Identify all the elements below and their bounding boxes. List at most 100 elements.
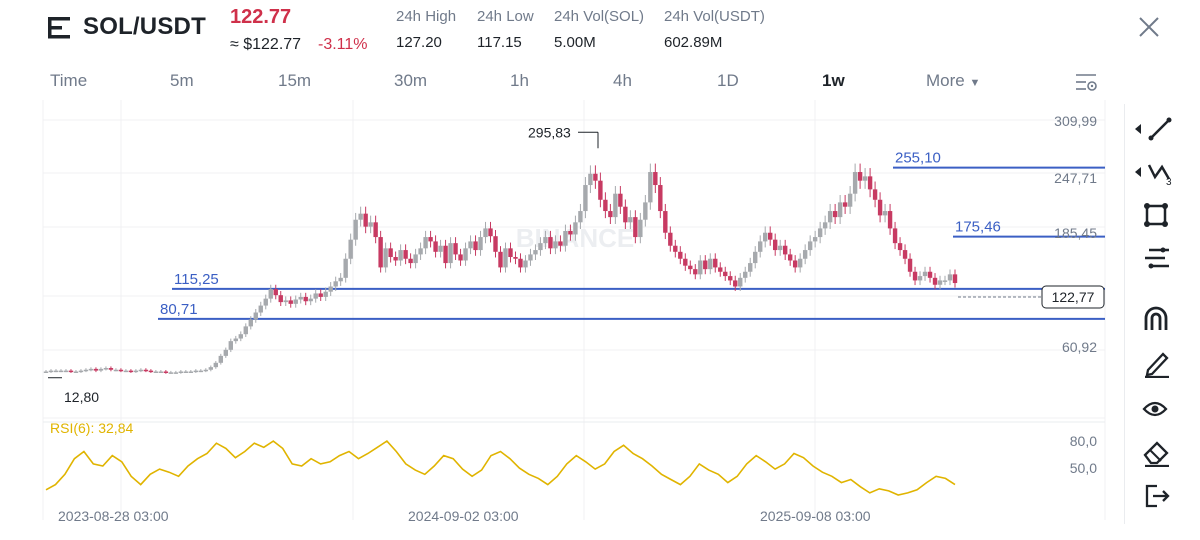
multi-line-tool[interactable]: 3 xyxy=(1135,157,1175,187)
candle xyxy=(952,269,958,288)
exit-tool[interactable] xyxy=(1135,481,1175,511)
sr-line-label: 175,46 xyxy=(955,219,1001,236)
tab-1w[interactable]: 1w xyxy=(822,71,845,90)
candle xyxy=(837,194,843,224)
menu-icon[interactable] xyxy=(48,17,72,39)
candle xyxy=(812,230,818,248)
y-axis-label: 60,92 xyxy=(1062,339,1097,355)
candle-body xyxy=(238,334,243,339)
candle xyxy=(857,163,863,189)
candle xyxy=(523,255,528,273)
candle xyxy=(658,177,663,219)
pencil-tool[interactable] xyxy=(1135,348,1175,378)
tab-1d[interactable]: 1D xyxy=(717,71,739,90)
tab-15m[interactable]: 15m xyxy=(278,71,312,90)
candle xyxy=(353,212,358,246)
candle-body xyxy=(68,370,74,373)
candle xyxy=(348,233,353,265)
stat-value: 117.15 xyxy=(477,34,522,51)
candle xyxy=(148,369,154,373)
candle-body xyxy=(88,368,94,371)
tab-5m[interactable]: 5m xyxy=(170,71,194,90)
candle-body xyxy=(93,368,99,371)
close-icon[interactable] xyxy=(1138,16,1160,38)
candle xyxy=(403,244,408,265)
candle-body xyxy=(912,271,918,281)
candle xyxy=(713,253,718,273)
candle-body xyxy=(443,245,448,264)
candle-body xyxy=(822,222,828,229)
candle xyxy=(53,369,59,373)
candle xyxy=(248,316,253,330)
candle-body xyxy=(383,248,388,268)
candle xyxy=(493,229,498,258)
candle-body xyxy=(158,371,164,373)
candle-body xyxy=(188,371,194,373)
stat-label: 24h High xyxy=(396,8,457,25)
candle xyxy=(378,230,383,273)
candle-body xyxy=(133,370,139,373)
candle xyxy=(897,237,903,256)
candle-body xyxy=(927,271,933,278)
candle-body xyxy=(723,271,728,277)
stat-value: 602.89M xyxy=(664,34,723,51)
candle xyxy=(573,215,578,241)
tab-more[interactable]: More ▼ xyxy=(926,71,980,91)
candle xyxy=(468,235,473,255)
settings-icon[interactable] xyxy=(1074,71,1098,93)
candle-body xyxy=(827,211,833,223)
candle xyxy=(293,295,298,308)
line-tool[interactable] xyxy=(1135,114,1175,144)
candle xyxy=(588,165,593,194)
candle-body xyxy=(333,281,338,287)
candle xyxy=(613,186,618,224)
pair-title[interactable]: SOL/USDT xyxy=(83,13,206,40)
visibility-tool[interactable] xyxy=(1135,394,1175,424)
fib-tool[interactable] xyxy=(1135,244,1175,274)
candle-body xyxy=(787,254,793,261)
candle xyxy=(478,230,483,256)
candle xyxy=(822,215,828,235)
candle xyxy=(88,367,94,372)
candle xyxy=(513,251,518,265)
stat-value: 5.00M xyxy=(554,34,596,51)
candle xyxy=(73,370,79,373)
candle-body xyxy=(363,213,368,227)
tab-1h[interactable]: 1h xyxy=(510,71,529,90)
candle xyxy=(877,192,883,223)
candle xyxy=(787,248,793,266)
candle xyxy=(308,294,313,306)
candle-body xyxy=(952,274,958,284)
shape-tool[interactable] xyxy=(1135,200,1175,230)
candle xyxy=(48,369,54,373)
candle xyxy=(937,275,943,290)
candle-body xyxy=(373,222,378,238)
candle-body xyxy=(103,368,109,370)
candle-body xyxy=(743,271,748,278)
candle-body xyxy=(842,202,848,207)
tab-time[interactable]: Time xyxy=(50,71,88,90)
candle-body xyxy=(708,258,713,270)
candle xyxy=(867,168,873,198)
candle-body xyxy=(668,232,673,246)
last-price-label: 122,77 xyxy=(1052,289,1095,305)
candle xyxy=(173,370,179,374)
magnet-tool[interactable] xyxy=(1135,304,1175,334)
candle xyxy=(198,369,204,373)
candle-body xyxy=(183,371,189,373)
tab-30m[interactable]: 30m xyxy=(394,71,428,90)
candle-body xyxy=(313,293,318,299)
candle-body xyxy=(683,258,688,266)
eraser-tool[interactable] xyxy=(1135,437,1175,467)
tab-4h[interactable]: 4h xyxy=(613,71,632,90)
candle-body xyxy=(193,370,199,373)
candle xyxy=(528,248,533,266)
candle-body xyxy=(758,241,763,252)
candle-body xyxy=(812,237,818,242)
candle-body xyxy=(852,172,858,194)
candle-body xyxy=(847,193,853,207)
candle-body xyxy=(73,371,79,373)
candle-body xyxy=(403,250,408,259)
candle xyxy=(648,163,653,210)
